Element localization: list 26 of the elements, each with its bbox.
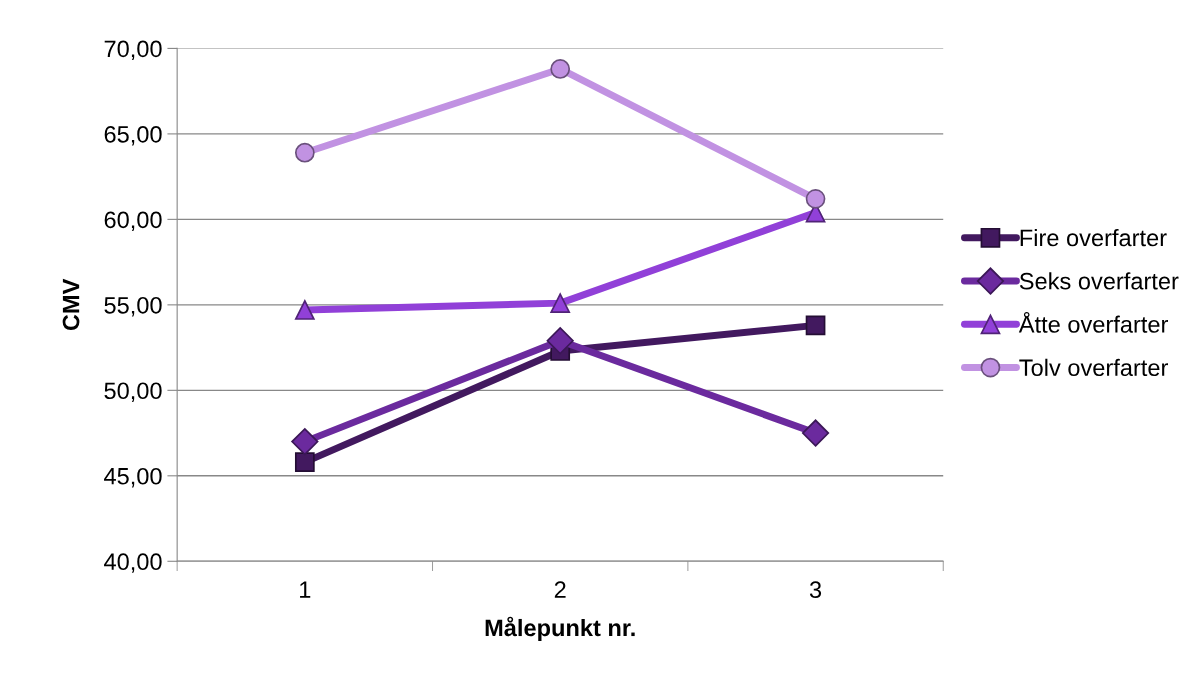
point [294, 452, 315, 472]
y-tick-label: 65,00 [104, 125, 162, 146]
legend-label: Åtte overfarter [1018, 311, 1168, 333]
point [805, 315, 826, 336]
legend-label: Seks overfarter [1019, 272, 1179, 290]
y-tick-label: 40,00 [104, 553, 162, 573]
y-tick-label: 45,00 [104, 467, 162, 488]
point [801, 419, 830, 447]
point [805, 188, 826, 209]
point [291, 428, 319, 456]
point [550, 59, 571, 79]
point [550, 293, 571, 314]
y-axis-title: CMV [62, 278, 80, 331]
legend-label: Tolv overfarter [1019, 358, 1168, 377]
x-tick-label: 3 [809, 581, 822, 599]
point [294, 300, 315, 320]
x-tick-label: 1 [300, 581, 311, 598]
y-tick-label: 60,00 [104, 211, 162, 231]
legend-label: Fire overfarter [1020, 228, 1167, 247]
y-tick-label: 50,00 [104, 382, 162, 402]
x-axis-title: Målepunkt nr. [485, 616, 635, 641]
y-tick-label: 70,00 [104, 40, 162, 60]
point [546, 327, 574, 355]
x-tick-label: 2 [554, 581, 566, 598]
point [294, 142, 315, 163]
y-tick-label: 55,00 [104, 296, 162, 317]
